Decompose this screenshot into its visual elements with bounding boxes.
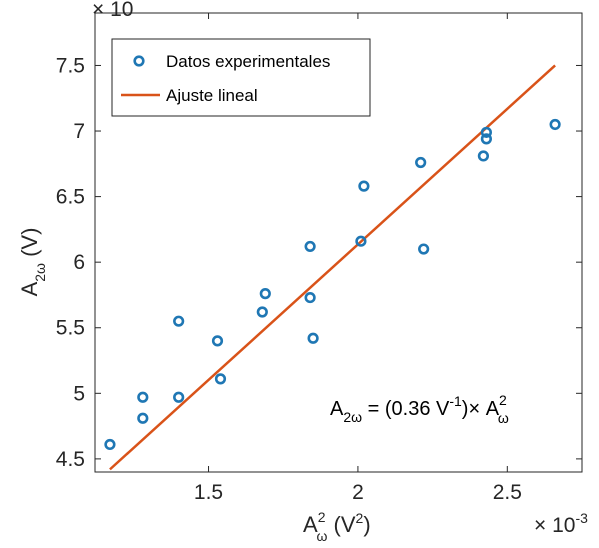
data-point [214, 373, 227, 385]
y-tick-label: 4.5 [56, 448, 85, 471]
legend-label-datos: Datos experimentales [166, 52, 330, 71]
data-point [304, 291, 316, 304]
legend: Datos experimentales Ajuste lineal [111, 38, 371, 117]
y-tick-label: 6.5 [56, 186, 85, 209]
data-point [549, 118, 561, 131]
x-tick-label: 2.5 [493, 481, 522, 504]
legend-label-ajuste: Ajuste lineal [166, 86, 258, 105]
y-axis-label: A2ω (V) [17, 228, 48, 297]
data-point [355, 235, 367, 247]
legend-box [111, 38, 371, 117]
data-point [104, 438, 116, 451]
fit-equation: A2ω = (0.36 V-1)× A2 ω [330, 392, 509, 426]
data-point [480, 126, 492, 138]
legend-marker-datos [133, 55, 145, 67]
data-point [304, 240, 316, 253]
data-series [104, 64, 561, 471]
y-tick-label: 6 [73, 251, 85, 274]
data-point [173, 391, 185, 403]
data-point [415, 156, 427, 169]
x-exponent-label: × 10-3 [534, 510, 588, 537]
x-tick-label: 1.5 [194, 481, 223, 504]
y-tick-label: 5 [73, 382, 85, 405]
y-exponent-label: × 10 [92, 0, 133, 21]
y-axis-ticks: 4.5 5 5.5 6 6.5 7 7.5 [56, 54, 582, 471]
data-point [137, 412, 149, 424]
x-tick-label: 2 [352, 481, 364, 504]
y-tick-label: 5.5 [56, 317, 85, 340]
y-tick-label: 7.5 [56, 54, 85, 77]
data-point [307, 332, 319, 344]
data-point [259, 288, 271, 300]
data-point [173, 315, 185, 327]
x-axis-label: A2 ω (V2) [303, 509, 371, 544]
data-point [358, 180, 370, 192]
data-point [256, 306, 268, 318]
data-point [480, 133, 492, 145]
data-point [211, 335, 224, 347]
data-point [137, 391, 149, 403]
data-point [418, 243, 430, 255]
data-point [477, 150, 490, 162]
y-tick-label: 7 [73, 120, 85, 143]
x-axis-ticks: 1.5 2 2.5 [194, 13, 522, 504]
